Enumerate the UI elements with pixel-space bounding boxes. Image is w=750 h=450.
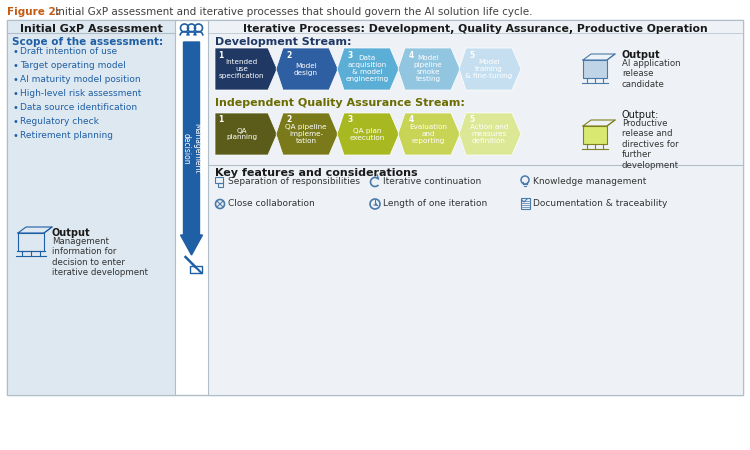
Text: 3: 3	[347, 50, 352, 59]
Text: •: •	[13, 103, 19, 113]
Text: 1: 1	[218, 116, 223, 125]
Text: Intended
use
specification: Intended use specification	[219, 59, 264, 79]
Text: Output: Output	[622, 50, 661, 60]
Text: Target operating model: Target operating model	[20, 61, 126, 70]
Polygon shape	[276, 113, 338, 155]
FancyArrow shape	[181, 42, 203, 255]
Text: 3: 3	[347, 116, 352, 125]
Text: AI maturity model position: AI maturity model position	[20, 75, 141, 84]
Text: •: •	[13, 89, 19, 99]
Text: 2: 2	[286, 116, 292, 125]
FancyBboxPatch shape	[583, 126, 607, 144]
Text: •: •	[13, 75, 19, 85]
Text: Initial GxP Assessment: Initial GxP Assessment	[20, 24, 162, 34]
Text: 5: 5	[470, 50, 475, 59]
Text: Development Stream:: Development Stream:	[215, 37, 352, 47]
Text: Output:: Output:	[622, 110, 659, 120]
Text: 1: 1	[218, 50, 223, 59]
Text: QA pipeline
impleme-
tation: QA pipeline impleme- tation	[285, 124, 327, 144]
Text: Key features and considerations: Key features and considerations	[215, 168, 418, 178]
Polygon shape	[215, 48, 277, 90]
Text: Separation of responsibilities: Separation of responsibilities	[228, 176, 360, 185]
Text: Regulatory check: Regulatory check	[20, 117, 99, 126]
Text: Model
training
& fine-tuning: Model training & fine-tuning	[465, 59, 513, 79]
Text: High-level risk assessment: High-level risk assessment	[20, 89, 141, 98]
Text: QA plan
execution: QA plan execution	[350, 127, 385, 140]
Text: Retirement planning: Retirement planning	[20, 131, 113, 140]
FancyBboxPatch shape	[208, 20, 743, 395]
Text: •: •	[13, 47, 19, 57]
Text: QA
planning: QA planning	[226, 127, 257, 140]
Text: Knowledge management: Knowledge management	[533, 176, 646, 185]
Polygon shape	[215, 113, 277, 155]
Text: •: •	[13, 117, 19, 127]
FancyBboxPatch shape	[7, 20, 743, 395]
Text: Evaluation
and
reporting: Evaluation and reporting	[409, 124, 447, 144]
Text: Draft intention of use: Draft intention of use	[20, 47, 117, 56]
Text: 2: 2	[286, 50, 292, 59]
Text: Close collaboration: Close collaboration	[228, 198, 315, 207]
Text: Productive
release and
directives for
further
development: Productive release and directives for fu…	[622, 119, 680, 170]
Text: Initial GxP assessment and iterative processes that should govern the AI solutio: Initial GxP assessment and iterative pro…	[52, 7, 532, 17]
Text: Iterative continuation: Iterative continuation	[383, 176, 482, 185]
Text: Figure 2:: Figure 2:	[7, 7, 60, 17]
Text: Length of one iteration: Length of one iteration	[383, 198, 488, 207]
Polygon shape	[459, 48, 521, 90]
Polygon shape	[276, 48, 338, 90]
Text: Data
acquisition
& model
engineering: Data acquisition & model engineering	[345, 55, 388, 82]
Text: Documentation & traceability: Documentation & traceability	[533, 198, 668, 207]
Text: Model
pipeline
smoke
testing: Model pipeline smoke testing	[414, 55, 442, 82]
Text: Action and
measures
definition: Action and measures definition	[470, 124, 509, 144]
Text: Scope of the assessment:: Scope of the assessment:	[12, 37, 164, 47]
Polygon shape	[398, 113, 460, 155]
Text: •: •	[13, 61, 19, 71]
Text: Management
decision: Management decision	[182, 123, 201, 174]
FancyBboxPatch shape	[583, 60, 607, 78]
Text: AI application
release
candidate: AI application release candidate	[622, 59, 681, 89]
FancyBboxPatch shape	[7, 20, 175, 395]
Text: Independent Quality Assurance Stream:: Independent Quality Assurance Stream:	[215, 98, 465, 108]
Text: Data source identification: Data source identification	[20, 103, 137, 112]
Text: Output: Output	[52, 228, 91, 238]
Polygon shape	[459, 113, 521, 155]
Text: •: •	[13, 131, 19, 141]
Text: 4: 4	[408, 50, 414, 59]
Polygon shape	[398, 48, 460, 90]
Text: Iterative Processes: Development, Quality Assurance, Productive Operation: Iterative Processes: Development, Qualit…	[243, 24, 708, 34]
Polygon shape	[337, 113, 399, 155]
Text: 4: 4	[408, 116, 414, 125]
Text: Management
information for
decision to enter
iterative development: Management information for decision to e…	[52, 237, 148, 277]
Text: 5: 5	[470, 116, 475, 125]
Polygon shape	[337, 48, 399, 90]
Text: Model
design: Model design	[294, 63, 318, 76]
